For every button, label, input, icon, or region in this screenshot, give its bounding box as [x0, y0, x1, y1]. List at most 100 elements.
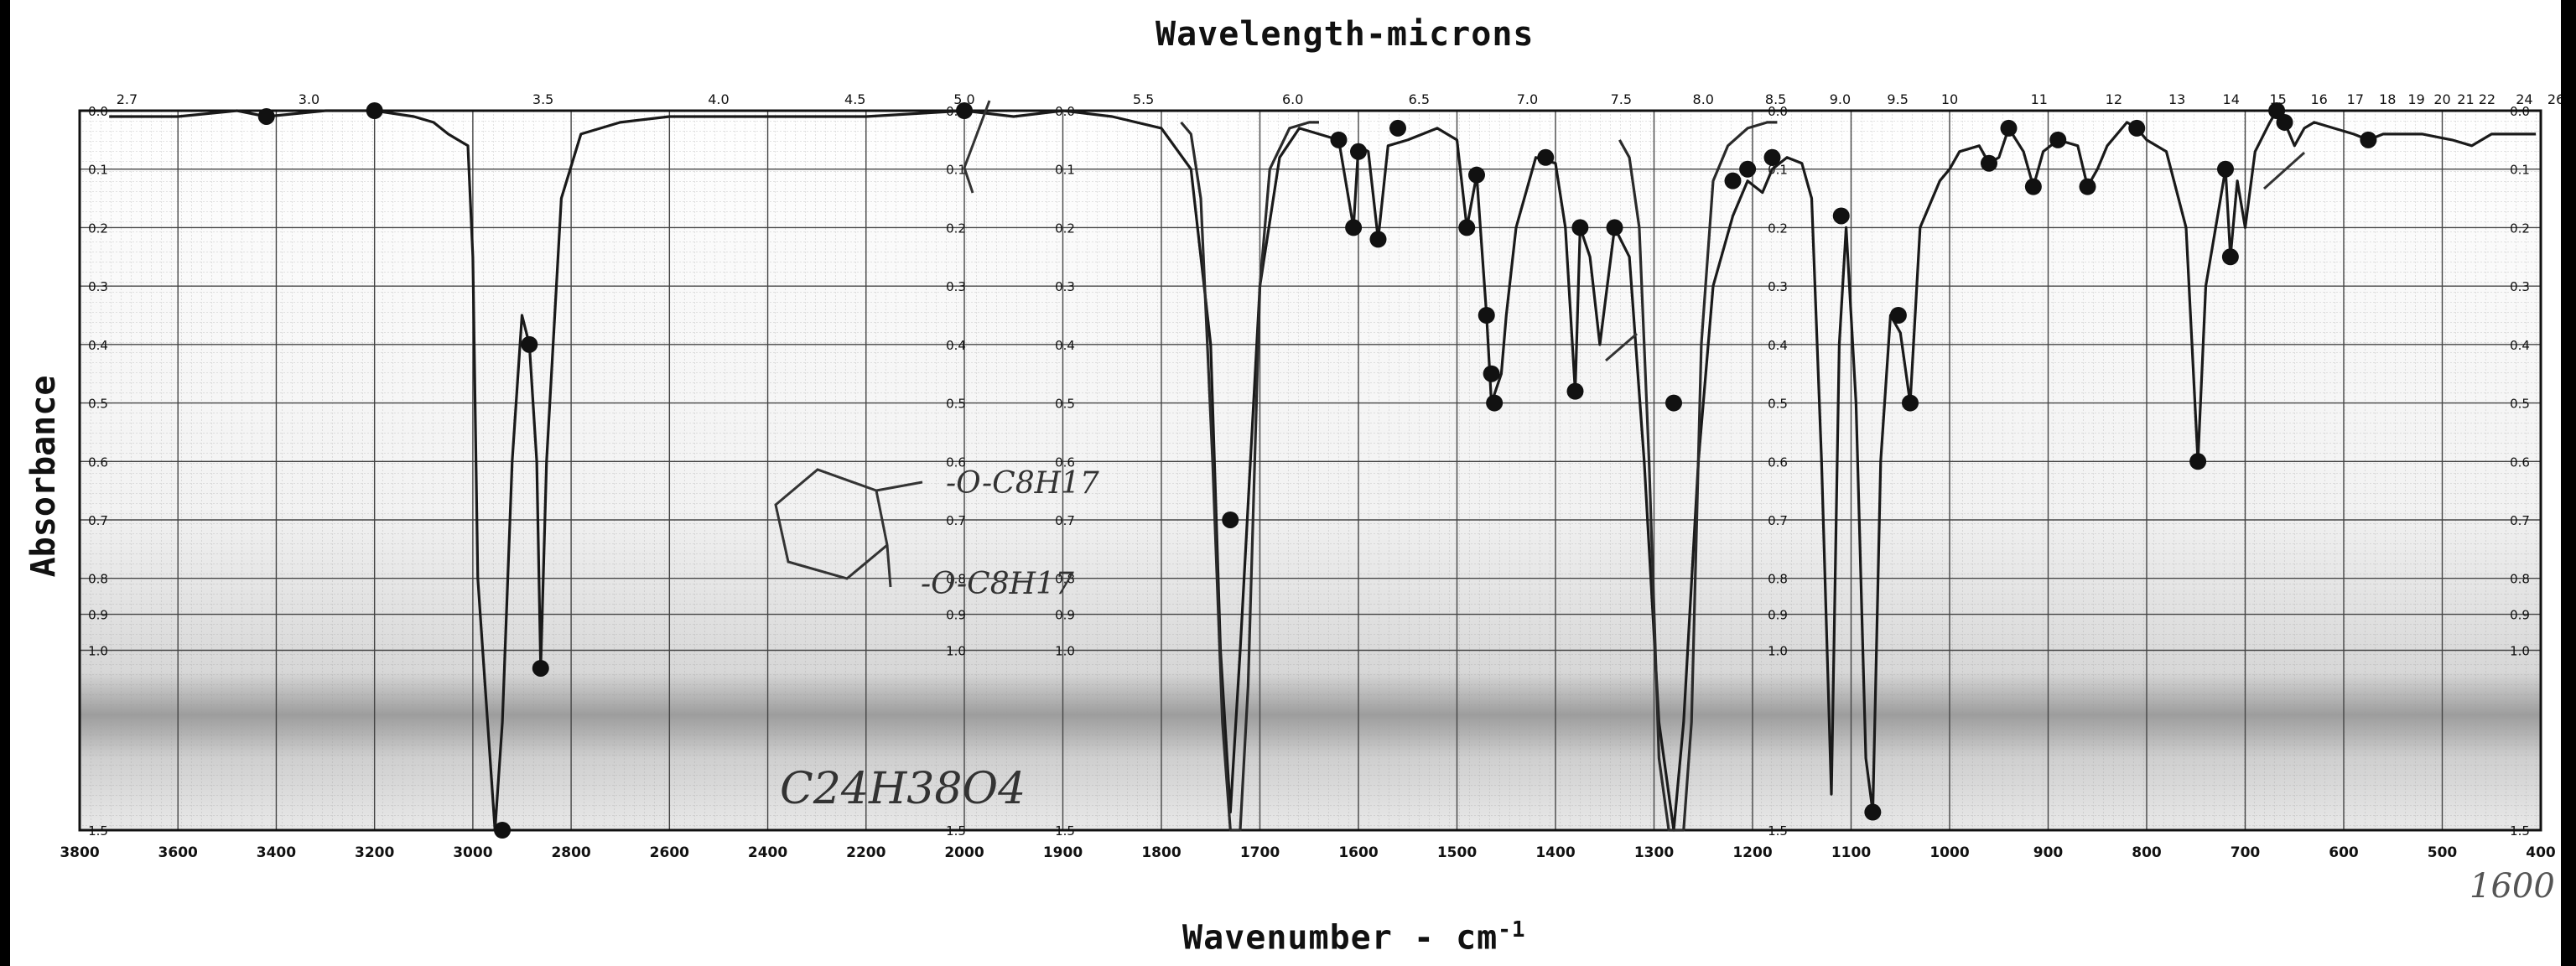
y-tick-label: 0.8 — [1055, 572, 1075, 587]
top-tick-label: 8.0 — [1693, 91, 1714, 107]
peak-mark — [2079, 178, 2096, 195]
y-tick-label: 0.5 — [1055, 397, 1075, 412]
x-tick-label: 1300 — [1634, 844, 1674, 861]
y-tick-label: 0.8 — [946, 572, 966, 587]
peak-mark — [2000, 119, 2018, 137]
y-tick-label: 0.8 — [88, 572, 108, 587]
grid-lines — [78, 109, 2542, 832]
y-tick-label: 0.5 — [2510, 397, 2530, 412]
top-tick-label: 7.5 — [1611, 91, 1632, 107]
bond-upper — [875, 480, 923, 492]
y-tick-label: 1.5 — [1055, 823, 1075, 839]
y-tick-label: 1.0 — [2510, 644, 2530, 659]
x-tick-label: 1700 — [1240, 844, 1280, 861]
peak-mark — [1571, 219, 1589, 236]
peak-mark — [1864, 803, 1882, 821]
y-tick-label: 0.9 — [946, 608, 966, 623]
peak-mark — [1486, 394, 1504, 412]
x-tick-label: 2400 — [748, 844, 787, 861]
peak-mark — [1832, 207, 1850, 225]
peak-mark — [2360, 131, 2377, 148]
top-tick-label: 17 — [2347, 91, 2364, 107]
x-tick-label: 3400 — [257, 844, 296, 861]
axis-ticks: 3800 3600 3400 3200 3000 2800 2600 2400 2200 2000… — [60, 91, 2564, 861]
y-tick-label: 0.2 — [1768, 221, 1788, 236]
spectrum-line-2 — [1180, 121, 1319, 832]
peak-mark — [494, 822, 512, 839]
x-tick-label: 700 — [2231, 844, 2261, 861]
top-tick-label: 22 — [2479, 91, 2496, 107]
top-tick-label: 19 — [2407, 91, 2424, 107]
peak-mark — [1665, 394, 1682, 412]
side-note-text: 1600 — [2470, 867, 2555, 906]
y-tick-label: 0.4 — [1055, 338, 1075, 353]
peak-mark — [1606, 219, 1623, 236]
y-tick-label: 0.0 — [2510, 104, 2530, 119]
peak-mark — [1537, 148, 1555, 166]
y-tick-label: 0.7 — [88, 513, 108, 528]
peak-mark — [1902, 394, 1919, 412]
peak-mark — [1739, 160, 1757, 178]
peak-mark — [1350, 143, 1367, 160]
peak-mark — [1566, 382, 1584, 400]
x-tick-label: 2800 — [551, 844, 590, 861]
structure-lower-text: -O-C8H17 — [921, 567, 1074, 601]
peak-mark — [2189, 453, 2207, 470]
y-tick-label: 0.1 — [946, 163, 966, 178]
peak-mark — [2128, 119, 2146, 137]
peak-mark — [1478, 306, 1495, 324]
peak-mark — [2276, 113, 2293, 131]
x-tick-label: 1500 — [1437, 844, 1477, 861]
peak-mark — [1724, 172, 1742, 190]
top-tick-label: 6.5 — [1409, 91, 1430, 107]
tick-mark — [2262, 151, 2306, 190]
x-axis-title-text: Wavenumber - cm — [1182, 918, 1498, 958]
y-tick-label: 0.0 — [88, 104, 108, 119]
x-tick-label: 2200 — [846, 844, 886, 861]
x-tick-label: 3000 — [453, 844, 492, 861]
y-tick-label: 0.7 — [946, 513, 966, 528]
y-tick-label: 0.0 — [1768, 104, 1788, 119]
y-tick-label: 0.2 — [88, 221, 108, 236]
y-tick-label: 0.6 — [1768, 454, 1788, 470]
y-tick-label: 0.6 — [1055, 454, 1075, 470]
top-tick-label: 24 — [2516, 91, 2532, 107]
x-tick-label: 1100 — [1831, 844, 1871, 861]
y-tick-label: 0.2 — [2510, 221, 2530, 236]
peak-mark — [1458, 219, 1476, 236]
bond-lower — [886, 544, 892, 588]
check-mark — [963, 100, 991, 194]
x-tick-label: 1000 — [1929, 844, 1969, 861]
top-tick-label: 4.0 — [708, 91, 729, 107]
y-tick-label: 0.7 — [1768, 513, 1788, 528]
x-tick-label: 900 — [2033, 844, 2064, 861]
peak-mark — [1345, 219, 1363, 236]
plot-background — [80, 111, 2541, 830]
peak-mark — [1468, 166, 1485, 184]
top-tick-label: 9.0 — [1830, 91, 1851, 107]
top-tick-label: 9.5 — [1887, 91, 1908, 107]
x-tick-label: 1800 — [1141, 844, 1181, 861]
peak-mark — [521, 335, 538, 353]
peak-mark — [2217, 160, 2234, 178]
y-tick-label: 1.0 — [1768, 644, 1788, 659]
peak-mark — [1330, 131, 1348, 148]
formula-text: C24H38O4 — [780, 764, 1026, 814]
handwritten-annotations: C24H38O4 -O-C8H17 -O-C8H17 1600 — [774, 100, 2555, 906]
spectrum-line-3 — [1618, 121, 1778, 832]
y-tick-label: 0.9 — [2510, 608, 2530, 623]
x-tick-label: 600 — [2329, 844, 2359, 861]
top-tick-label: 16 — [2310, 91, 2327, 107]
y-tick-label: 1.5 — [1768, 823, 1788, 839]
right-border — [2561, 0, 2576, 966]
top-tick-label: 20 — [2433, 91, 2450, 107]
top-tick-label: 5.5 — [1133, 91, 1154, 107]
marked-peaks — [257, 102, 2377, 839]
x-tick-label: 400 — [2526, 844, 2556, 861]
x-tick-label: 2000 — [944, 844, 984, 861]
peak-mark — [1389, 119, 1406, 137]
peak-mark — [2221, 248, 2239, 266]
y-tick-label: 1.5 — [946, 823, 966, 839]
plot-frame — [78, 109, 2542, 832]
